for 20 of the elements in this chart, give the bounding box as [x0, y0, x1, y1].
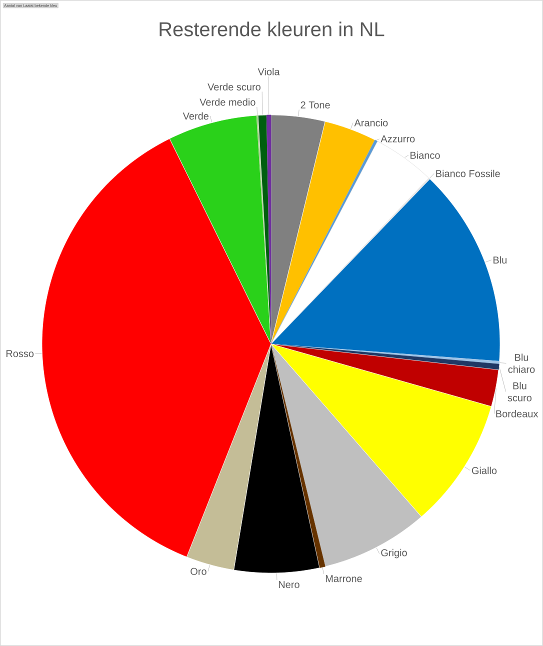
slice-label: Nero	[278, 581, 300, 588]
slice-label: Blu scuro	[508, 382, 532, 402]
slice-label: Bordeaux	[496, 410, 538, 418]
slice-label: Verde medio	[200, 98, 256, 106]
slice-label: Marrone	[326, 575, 362, 582]
slice-label: Arancio	[354, 119, 388, 126]
slice-label: Verde scuro	[208, 83, 260, 90]
slice-label: Verde	[182, 112, 209, 120]
slice-label: Bianco Fossile	[436, 170, 500, 178]
slice-label: Grigio	[381, 548, 407, 558]
slice-label: Blu chiaro	[508, 354, 535, 373]
slice-label: Viola	[258, 68, 280, 76]
chart-title: Resterende kleuren in NL	[160, 22, 384, 36]
slice-label: Oro	[190, 568, 206, 575]
slice-label: Blu	[494, 256, 506, 264]
slice-label: Rosso	[6, 350, 34, 358]
slice-label: Azzurro	[380, 135, 415, 142]
slice-label: Giallo	[472, 466, 497, 474]
slice-label: Bianco	[410, 152, 440, 159]
slice-label: 2 Tone	[300, 101, 330, 108]
